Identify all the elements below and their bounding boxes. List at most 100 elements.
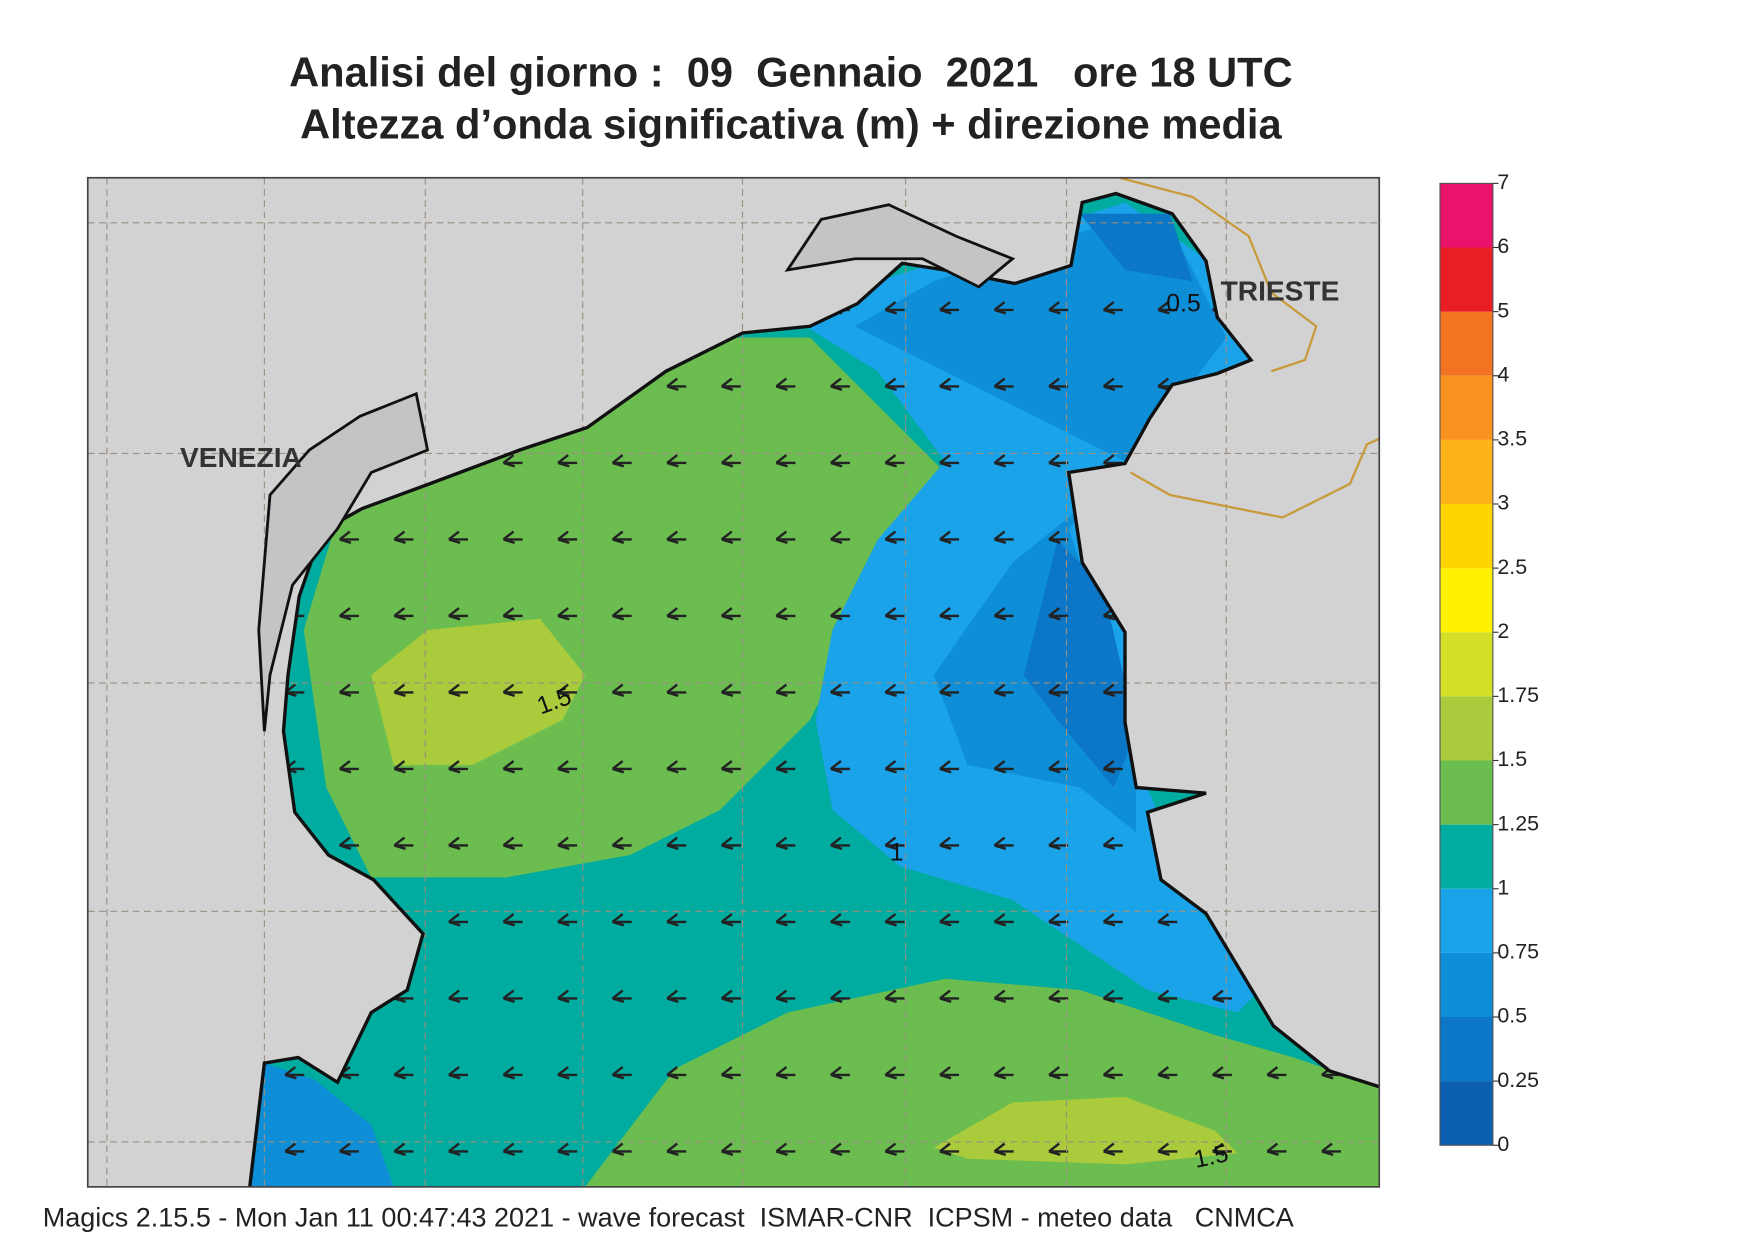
direction-arrow (338, 683, 359, 697)
direction-arrow (448, 607, 468, 621)
direction-arrow (830, 377, 850, 391)
direction-arrow (338, 1142, 359, 1156)
direction-arrow (393, 607, 414, 621)
direction-arrow (993, 836, 1014, 850)
direction-arrow (1102, 1066, 1123, 1080)
direction-arrow (720, 760, 741, 774)
colorbar-band (1440, 568, 1493, 633)
direction-arrow (502, 760, 523, 774)
direction-arrow (557, 683, 578, 697)
direction-arrow (448, 989, 468, 1003)
direction-arrow (666, 1142, 687, 1156)
colorbar-label: 3 (1497, 491, 1509, 515)
direction-arrow (830, 607, 850, 621)
colorbar-band (1440, 760, 1493, 825)
direction-arrow (611, 760, 632, 774)
direction-arrow (502, 913, 523, 927)
direction-arrow (284, 1066, 305, 1080)
direction-arrow (720, 1066, 741, 1080)
direction-arrow (1048, 913, 1069, 927)
direction-arrow (993, 913, 1014, 927)
direction-arrow (884, 454, 905, 468)
direction-arrow (884, 836, 905, 850)
direction-arrow (393, 683, 414, 697)
direction-arrow (393, 1066, 414, 1080)
direction-arrow (720, 454, 741, 468)
direction-arrow (993, 301, 1014, 315)
direction-arrow (1048, 454, 1069, 468)
direction-arrow (611, 1066, 632, 1080)
direction-arrow (720, 377, 741, 391)
direction-arrow (993, 683, 1014, 697)
direction-arrow (720, 530, 741, 544)
colorbar-label: 1.75 (1497, 683, 1539, 707)
footer: Magics 2.15.5 - Mon Jan 11 00:47:43 2021… (43, 1202, 1294, 1232)
direction-arrow (720, 607, 741, 621)
direction-arrow (775, 454, 796, 468)
direction-arrow (1266, 1142, 1287, 1156)
direction-arrow (1157, 301, 1178, 315)
lagoon (257, 203, 1016, 732)
colorbar-label: 5 (1497, 298, 1509, 322)
direction-arrow (775, 683, 796, 697)
direction-arrow (884, 913, 905, 927)
direction-arrow (830, 454, 850, 468)
direction-arrow (720, 836, 741, 850)
direction-arrow (502, 683, 523, 697)
direction-arrow (666, 760, 687, 774)
contour-label: 1 (890, 840, 904, 867)
direction-arrow (448, 836, 468, 850)
direction-arrow (338, 607, 359, 621)
direction-arrow (830, 1142, 850, 1156)
direction-arrow (611, 530, 632, 544)
direction-arrow (393, 836, 414, 850)
direction-arrow (939, 989, 960, 1003)
direction-arrow (939, 913, 960, 927)
colorbar-band (1440, 183, 1493, 248)
direction-arrow (557, 1142, 578, 1156)
direction-arrow (775, 989, 796, 1003)
direction-arrow (775, 1142, 796, 1156)
direction-arrow (1048, 1142, 1069, 1156)
direction-arrow (611, 607, 632, 621)
direction-arrow (884, 683, 905, 697)
direction-arrow (448, 760, 468, 774)
direction-arrow (611, 1142, 632, 1156)
direction-arrow (884, 1066, 905, 1080)
direction-arrow (993, 1142, 1014, 1156)
direction-arrow (338, 530, 359, 544)
direction-arrow (775, 913, 796, 927)
direction-arrow (884, 760, 905, 774)
direction-arrow (830, 683, 850, 697)
direction-arrow (557, 530, 578, 544)
colorbar-band (1440, 824, 1493, 889)
colorbar-band (1440, 632, 1493, 697)
direction-arrow (939, 836, 960, 850)
direction-arrow (830, 836, 850, 850)
map: VENEZIA TRIESTE 0.5 1.5 1 1.5 (87, 177, 1380, 1187)
direction-arrow (611, 454, 632, 468)
direction-arrow (502, 1066, 523, 1080)
direction-arrow (284, 1142, 305, 1156)
direction-arrow (775, 607, 796, 621)
coastline (248, 191, 1380, 1187)
direction-arrow (1102, 1142, 1123, 1156)
colorbar-label: 1 (1497, 875, 1509, 899)
direction-arrow (666, 454, 687, 468)
direction-arrow (1266, 1066, 1287, 1080)
direction-arrow (993, 454, 1014, 468)
direction-arrow (993, 530, 1014, 544)
direction-arrow (939, 530, 960, 544)
direction-arrow (1157, 989, 1178, 1003)
colorbar-label: 2.5 (1497, 555, 1527, 579)
direction-arrow (502, 1142, 523, 1156)
direction-arrow (720, 913, 741, 927)
colorbar-band (1440, 696, 1493, 761)
direction-arrow (1048, 1066, 1069, 1080)
direction-arrow (448, 1142, 468, 1156)
direction-arrow (557, 989, 578, 1003)
direction-arrow (1211, 989, 1232, 1003)
direction-arrow (1102, 683, 1123, 697)
colorbar-band (1440, 311, 1493, 376)
colorbar-label: 6 (1497, 234, 1509, 258)
